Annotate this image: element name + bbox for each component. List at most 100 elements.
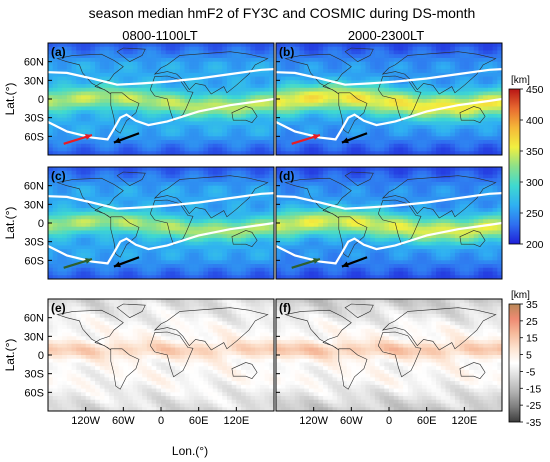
coastline [56, 309, 124, 351]
colorbar-tick-label: 450 [526, 84, 544, 96]
panel-c: (c) 60N 30N 0 30S 60S Lat.(°) [3, 166, 275, 280]
y-tick-label: 30N [24, 75, 44, 87]
y-axis-label: Lat.(°) [3, 83, 17, 116]
boundary-line [276, 68, 502, 86]
x-tick-label: 120E [451, 415, 477, 427]
y-tick-label: 30S [24, 113, 44, 125]
colorbar-tick-label: 400 [526, 115, 544, 127]
coastline [116, 303, 146, 319]
colorbar-unit: [km] [511, 290, 530, 301]
y-tick-label: 0 [38, 350, 44, 362]
coastline [338, 92, 368, 134]
coastline [381, 175, 497, 219]
y-tick-label: 0 [38, 218, 44, 230]
coastline [56, 53, 124, 95]
boundary-line [48, 192, 274, 210]
colorbar-tick-label: 350 [526, 146, 544, 158]
column-title-right: 2000-2300LT [348, 28, 424, 43]
boundary-line [276, 221, 502, 265]
arrow-head [341, 137, 349, 144]
colorbar-tick-label: 300 [526, 177, 544, 189]
panel-e: (e) 60N 30N 0 30S 60S Lat.(°) 120W 60W 0 60E 120E [3, 298, 275, 427]
coastline [377, 331, 422, 378]
y-axis-label: Lat.(°) [3, 339, 17, 372]
coastline [110, 92, 140, 134]
coastline [231, 362, 258, 379]
coastline [338, 216, 368, 258]
panel-label: (f) [279, 301, 291, 315]
colorbar-tick-label: -15 [526, 383, 541, 395]
boundary-line [276, 97, 502, 141]
coastline [284, 53, 352, 95]
figure-title: season median hmF2 of FY3C and COSMIC du… [89, 5, 476, 21]
colorbar-tick-label: 25 [526, 316, 538, 328]
panel-label: (d) [279, 169, 294, 183]
colorbar-group: [km]450400350300250200[km]3525155-5-15-2… [508, 75, 544, 429]
colorbar-tick-label: 250 [526, 208, 544, 220]
coastline [56, 177, 124, 219]
coastline [344, 47, 374, 63]
colorbar-1: [km]450 400 350 300 250 200 [508, 75, 544, 251]
coastline [284, 177, 352, 219]
panel-a: (a) 60N 30N 0 30S 60S Lat.(°) [3, 42, 275, 156]
y-tick-label: 30N [24, 199, 44, 211]
y-tick-label: 30S [24, 369, 44, 381]
y-tick-label: 60N [24, 57, 44, 69]
coastline [459, 362, 486, 379]
colorbar-tick-label: 200 [526, 239, 544, 251]
x-tick-label: 120W [299, 415, 328, 427]
y-tick-label: 60N [24, 181, 44, 193]
coastline [110, 216, 140, 258]
column-title-left: 0800-1100LT [122, 28, 197, 43]
coastline [459, 106, 486, 123]
y-tick-label: 30N [24, 331, 44, 343]
arrow-head [113, 137, 121, 144]
colorbar-tick-label: 35 [526, 299, 538, 311]
panel-grid: (a) 60N 30N 0 30S 60S Lat.(°) (b) (c) 60N 30N 0 30S 6… [3, 42, 503, 427]
boundary-line [48, 68, 274, 86]
colorbar-tick-label: -25 [526, 400, 541, 412]
coastline [149, 331, 194, 378]
colorbar-tick-label: 15 [526, 333, 538, 345]
x-tick-label: 60E [189, 415, 209, 427]
x-tick-label: 0 [158, 415, 164, 427]
panel-label: (b) [279, 45, 294, 59]
arrow-head [85, 258, 92, 264]
boundary-line [48, 221, 274, 265]
coastline [231, 230, 258, 247]
x-tick-label: 60W [112, 415, 135, 427]
y-tick-label: 60N [24, 313, 44, 325]
panel-label: (a) [51, 45, 66, 59]
coastline [459, 230, 486, 247]
coastline [231, 106, 258, 123]
coastline [344, 303, 374, 319]
boundary-line [48, 97, 274, 141]
colorbar-unit: [km] [511, 75, 530, 86]
coastline [338, 348, 368, 390]
x-tick-label: 60W [340, 415, 363, 427]
coastline [153, 51, 269, 95]
coastline [153, 307, 269, 351]
coastline [381, 51, 497, 95]
coastline [381, 307, 497, 351]
y-tick-label: 60S [24, 255, 44, 267]
colorbar-tick-label: 5 [526, 350, 532, 362]
y-tick-label: 30S [24, 237, 44, 249]
colorbar-tick-label: -5 [526, 366, 535, 378]
coastline [153, 175, 269, 219]
coastline [116, 47, 146, 63]
colorbar-2: [km]35 25 15 5 -5 -15 -25 -35 [508, 290, 541, 429]
x-tick-label: 60E [417, 415, 437, 427]
panel-b: (b) [275, 42, 503, 156]
x-tick-label: 0 [386, 415, 392, 427]
x-axis-label: Lon.(°) [172, 444, 208, 458]
panel-d: (d) [275, 166, 503, 280]
arrow-head [313, 134, 320, 140]
coastline [344, 171, 374, 187]
arrow-head [113, 261, 121, 268]
arrow-head [341, 261, 349, 268]
y-tick-label: 60S [24, 131, 44, 143]
boundary-line [276, 192, 502, 210]
y-axis-label: Lat.(°) [3, 207, 17, 240]
